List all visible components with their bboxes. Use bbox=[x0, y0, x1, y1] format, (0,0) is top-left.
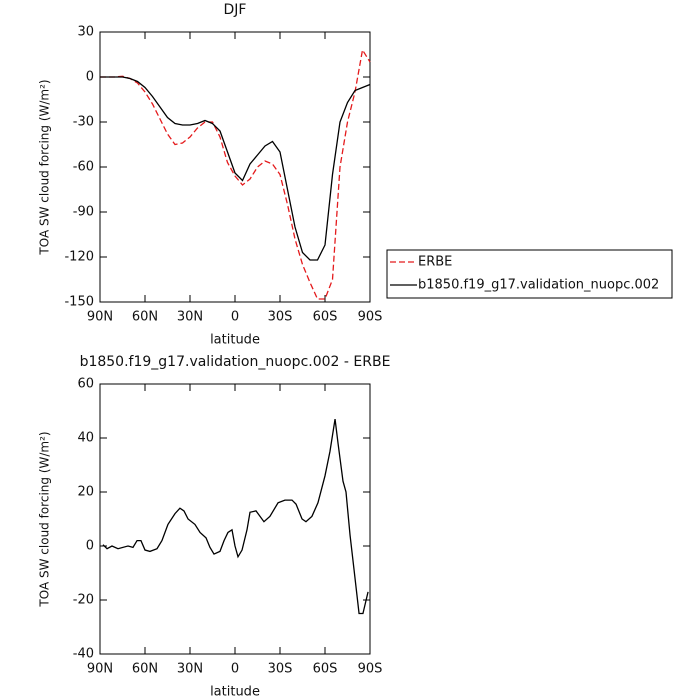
y-tick-label: -20 bbox=[73, 593, 94, 608]
y-tick-label: 0 bbox=[86, 70, 94, 85]
x-tick-label: 60S bbox=[313, 310, 338, 325]
y-axis-label: TOA SW cloud forcing (W/m²) bbox=[38, 79, 52, 255]
y-tick-label: -30 bbox=[73, 115, 94, 130]
y-tick-label: 30 bbox=[77, 25, 94, 40]
x-tick-label: 30S bbox=[268, 310, 293, 325]
x-tick-label: 90S bbox=[358, 310, 383, 325]
y-tick-label: -150 bbox=[64, 295, 94, 310]
x-tick-label: 90N bbox=[87, 310, 113, 325]
x-tick-label: 0 bbox=[231, 662, 239, 677]
chart-title: DJF bbox=[224, 2, 247, 18]
x-axis-label: latitude bbox=[210, 333, 260, 348]
x-tick-label: 60N bbox=[132, 662, 158, 677]
plot-frame bbox=[99, 383, 371, 655]
x-tick-label: 30S bbox=[268, 662, 293, 677]
y-tick-label: 60 bbox=[77, 377, 94, 392]
y-tick-label: -40 bbox=[73, 647, 94, 662]
data-line bbox=[100, 76, 371, 261]
y-tick-label: -60 bbox=[73, 160, 94, 175]
legend-label: ERBE bbox=[418, 255, 452, 270]
legend-box bbox=[386, 249, 673, 299]
x-tick-label: 90S bbox=[358, 662, 383, 677]
x-tick-label: 60S bbox=[313, 662, 338, 677]
y-tick-label: -90 bbox=[73, 205, 94, 220]
legend-label: b1850.f19_g17.validation_nuopc.002 bbox=[418, 278, 659, 293]
x-tick-label: 30N bbox=[177, 310, 203, 325]
y-tick-label: -120 bbox=[64, 250, 94, 265]
y-axis-label: TOA SW cloud forcing (W/m²) bbox=[38, 431, 52, 607]
y-tick-label: 0 bbox=[86, 539, 94, 554]
x-tick-label: 60N bbox=[132, 310, 158, 325]
chart-title: b1850.f19_g17.validation_nuopc.002 - ERB… bbox=[80, 354, 391, 370]
x-tick-label: 30N bbox=[177, 662, 203, 677]
data-line bbox=[102, 418, 369, 615]
x-tick-label: 90N bbox=[87, 662, 113, 677]
x-tick-label: 0 bbox=[231, 310, 239, 325]
plot-frame bbox=[99, 31, 371, 303]
x-axis-label: latitude bbox=[210, 685, 260, 700]
y-tick-label: 40 bbox=[77, 431, 94, 446]
y-tick-label: 20 bbox=[77, 485, 94, 500]
data-line bbox=[100, 48, 371, 300]
